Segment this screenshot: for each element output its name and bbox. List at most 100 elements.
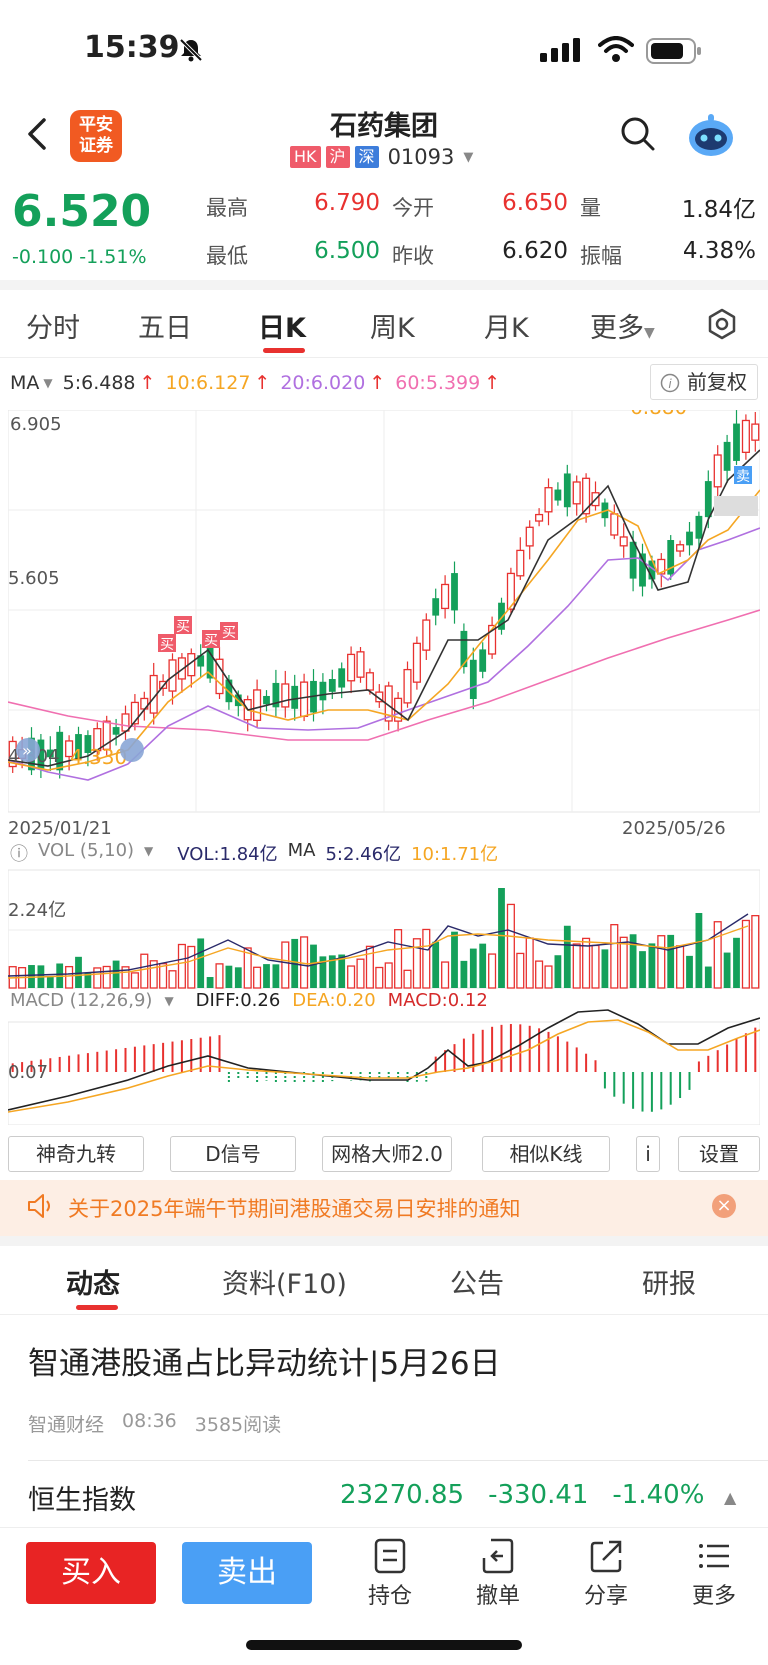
tool-settings[interactable]: 设置 (678, 1136, 760, 1172)
volume-legend[interactable]: ⓘ VOL (5,10) ▼ VOL:1.84亿 MA 5:2.46亿 10:1… (10, 840, 498, 866)
tab-five-day[interactable]: 五日 (138, 313, 192, 344)
candle-body (319, 681, 327, 701)
volume-bar (177, 943, 186, 989)
candle-body (84, 735, 92, 753)
tab-intraday[interactable]: 分时 (26, 313, 80, 344)
candle-body (75, 734, 82, 759)
candle-body (469, 659, 477, 700)
dea-line (8, 1019, 760, 1113)
y-axis-mid: 5.605 (8, 568, 60, 589)
news-time: 08:36 (122, 1410, 177, 1432)
tab-monthly-k[interactable]: 月K (484, 313, 529, 344)
open-label: 今开 (392, 196, 434, 220)
candle-body (403, 668, 412, 704)
tool-magic-nine[interactable]: 神奇九转 (8, 1136, 144, 1172)
volume-bar (168, 970, 177, 989)
volume-bar (563, 925, 571, 988)
tab-announcements[interactable]: 公告 (450, 1269, 504, 1300)
stock-code-selector[interactable]: HK 沪 深 01093 ▼ (290, 144, 473, 170)
vol-ma5-value: 5:2.46亿 (325, 844, 402, 865)
broker-logo[interactable]: 平安 证券 (70, 110, 122, 162)
cancel-order-button[interactable]: 撤单 (458, 1538, 538, 1610)
tool-d-signal[interactable]: D信号 (170, 1136, 296, 1172)
tool-more[interactable]: i (636, 1136, 660, 1172)
ai-assistant-robot-icon[interactable] (686, 112, 736, 158)
volume-bar (412, 938, 421, 989)
tool-similar-k[interactable]: 相似K线 (482, 1136, 610, 1172)
volume-bar (149, 960, 158, 989)
price-adjustment-button[interactable]: 前复权 (650, 364, 758, 400)
volume-bar (554, 955, 562, 988)
battery-icon (646, 38, 701, 64)
close-icon[interactable]: × (712, 1194, 736, 1218)
ma60-value: 60:5.399 (395, 372, 481, 394)
volume-value: 1.84亿 (681, 197, 756, 223)
macd-value: MACD:0.12 (387, 990, 488, 1011)
ma-legend[interactable]: MA ▼ 5:6.488 ↑ 10:6.127 ↑ 20:6.020 ↑ 60:5.3… (10, 372, 500, 394)
kline-chart[interactable]: 买 买 买 买 卖 6.905 6.880 5.605 4.304 4.330 … (8, 410, 760, 1125)
volume-bar (498, 888, 505, 988)
broker-logo-line1: 平安 (79, 115, 113, 135)
news-title[interactable]: 智通港股通占比异动统计|5月26日 (28, 1346, 501, 1382)
buy-button[interactable]: 买入 (26, 1542, 156, 1604)
broker-logo-line2: 证券 (79, 136, 113, 156)
diff-line (8, 1009, 760, 1111)
candle-body (723, 441, 731, 471)
volume-bar (582, 937, 591, 989)
amplitude-value: 4.38% (682, 238, 756, 264)
tab-research[interactable]: 研报 (642, 1269, 696, 1300)
scroll-left-icon[interactable] (16, 738, 40, 762)
volume-bar (713, 921, 722, 989)
macd-legend[interactable]: MACD (12,26,9) ▼ DIFF:0.26 DEA:0.20 MACD… (10, 990, 488, 1011)
ma10-line (8, 489, 760, 771)
volume-bar (75, 956, 82, 988)
tab-f10[interactable]: 资料(F10) (222, 1269, 347, 1300)
back-arrow-icon[interactable] (22, 114, 52, 154)
volume-bar (516, 952, 525, 989)
volume-bar (65, 965, 74, 989)
caret-up-icon[interactable]: ▲ (724, 1488, 737, 1507)
cancel-order-label: 撤单 (475, 1584, 520, 1609)
volume-bar (441, 961, 450, 989)
notice-text[interactable]: 关于2025年端午节期间港股通交易日安排的通知 (68, 1197, 521, 1221)
volume-bar (206, 977, 214, 988)
volume-bar (84, 972, 92, 988)
period-low-label: 4.330 (70, 745, 127, 769)
volume-bar (319, 956, 327, 988)
sell-button[interactable]: 卖出 (182, 1542, 312, 1604)
expand-icon[interactable] (120, 738, 144, 762)
tab-daily-k[interactable]: 日K (258, 313, 306, 344)
volume-bar (601, 949, 609, 988)
candle-body (412, 642, 421, 683)
share-button[interactable]: 分享 (566, 1538, 646, 1610)
divider (0, 1236, 768, 1246)
info-icon: i (660, 373, 680, 393)
tab-weekly-k[interactable]: 周K (370, 313, 415, 344)
volume-bar (619, 936, 628, 989)
candle-body (281, 683, 290, 708)
volume-bar (488, 953, 497, 989)
settings-gear-icon[interactable] (706, 308, 738, 340)
document-icon (374, 1538, 406, 1574)
search-icon[interactable] (620, 116, 656, 152)
active-tab-indicator (76, 1305, 118, 1310)
more-button[interactable]: 更多 (674, 1538, 754, 1610)
price-change: -0.100 -1.51% (12, 246, 147, 268)
index-ticker[interactable] (0, 1468, 768, 1528)
arrow-up-icon: ↑ (369, 372, 386, 394)
volume-bar (535, 960, 544, 989)
positions-button[interactable]: 持仓 (350, 1538, 430, 1610)
tool-grid-master[interactable]: 网格大师2.0 (322, 1136, 452, 1172)
tab-more[interactable]: 更多▼ (590, 306, 655, 345)
candle-body (432, 598, 440, 616)
ma5-line (8, 449, 760, 767)
arrow-up-icon: ↑ (254, 372, 271, 394)
buy-marker: 买 (176, 619, 190, 635)
tab-news[interactable]: 动态 (66, 1269, 120, 1300)
candle-body (535, 513, 544, 522)
notice-bar[interactable] (0, 1180, 768, 1236)
candle-body (639, 553, 646, 587)
volume-bar (506, 903, 515, 989)
low-value: 6.500 (314, 238, 380, 264)
candle-body (56, 731, 64, 771)
